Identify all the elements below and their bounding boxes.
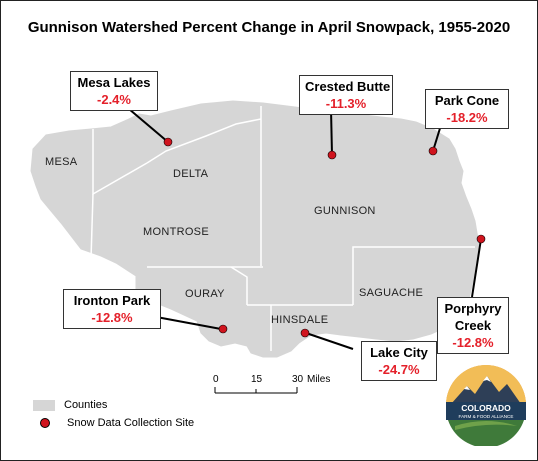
scale-tick-15: 15 [251,374,263,385]
callout-lake-city: Lake City -24.7% [361,341,437,381]
site-change: -18.2% [446,110,488,125]
callout-porphyry-creek: Porphyry Creek -12.8% [437,297,509,354]
site-name: Lake City [370,345,428,360]
callout-mesa-lakes: Mesa Lakes -2.4% [70,71,158,111]
site-marker-porphyry-creek[interactable] [476,234,486,244]
county-label-hinsdale: HINSDALE [271,314,328,326]
site-markers [163,137,486,338]
site-name: Mesa Lakes [77,75,151,90]
site-marker-crested-butte[interactable] [327,150,337,160]
county-label-ouray: OURAY [185,288,225,300]
site-change: -2.4% [97,92,131,107]
county-boundaries [90,106,475,351]
scale-tick-30: 30 [292,374,304,385]
map-legend: Counties Snow Data Collection Site [33,396,194,432]
site-name-line1: Porphyry [444,301,502,316]
site-marker-ironton-park[interactable] [218,324,228,334]
site-change: -24.7% [378,362,420,377]
logo-line2: FARM & FOOD ALLIANCE [459,414,514,419]
site-name: Ironton Park [73,293,151,308]
callout-crested-butte: Crested Butte -11.3% [299,75,393,115]
county-label-montrose: MONTROSE [143,226,209,238]
scale-unit: Miles [307,374,330,385]
county-label-mesa: MESA [45,156,78,168]
site-name: Crested Butte [305,79,391,94]
county-label-saguache: SAGUACHE [359,287,423,299]
site-marker-park-cone[interactable] [428,146,438,156]
county-label-gunnison: GUNNISON [314,205,376,217]
site-name-line2: Creek [454,318,492,333]
callout-leaders [128,108,482,350]
site-marker-lake-city[interactable] [300,328,310,338]
site-name: Park Cone [434,93,500,108]
scale-bar: 0 15 30 Miles [213,374,330,394]
county-label-delta: DELTA [173,168,209,180]
legend-label: Snow Data Collection Site [67,417,195,429]
callout-ironton-park: Ironton Park -12.8% [63,289,161,329]
legend-label: Counties [64,399,108,411]
scale-tick-0: 0 [213,374,219,385]
site-change: -12.8% [91,310,133,325]
logo-line1: COLORADO [461,403,511,413]
site-change: -12.8% [452,335,494,350]
county-swatch-icon [33,399,55,411]
site-change: -11.3% [325,96,367,111]
alliance-logo: COLORADO FARM & FOOD ALLIANCE [446,365,526,446]
site-marker-mesa-lakes[interactable] [163,137,173,147]
callout-park-cone: Park Cone -18.2% [425,89,509,129]
legend-item-site: Snow Data Collection Site [33,414,194,432]
site-dot-icon [40,418,50,428]
map-title: Gunnison Watershed Percent Change in Apr… [27,19,511,36]
legend-item-counties: Counties [33,396,194,414]
